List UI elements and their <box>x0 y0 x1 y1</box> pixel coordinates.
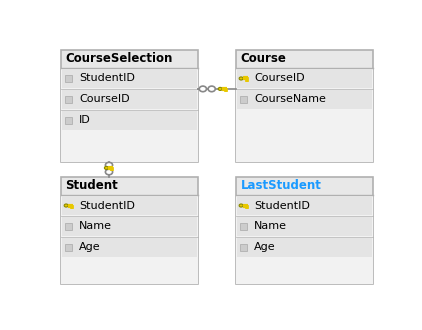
Circle shape <box>106 162 113 168</box>
Bar <box>240 96 247 103</box>
Bar <box>61 50 198 162</box>
Text: Student: Student <box>65 180 118 192</box>
Bar <box>62 69 197 88</box>
Bar <box>65 244 72 251</box>
Text: LastStudent: LastStudent <box>241 180 321 192</box>
Bar <box>65 223 72 230</box>
Bar <box>62 196 197 215</box>
Bar <box>65 96 72 103</box>
Bar <box>240 223 247 230</box>
Bar <box>237 196 372 215</box>
Text: StudentID: StudentID <box>79 201 135 211</box>
Text: CourseSelection: CourseSelection <box>65 52 173 65</box>
Bar <box>236 50 373 162</box>
Text: Age: Age <box>254 242 276 252</box>
Bar <box>237 217 372 236</box>
Circle shape <box>199 86 206 92</box>
Bar <box>61 195 198 283</box>
Bar <box>237 69 372 88</box>
Circle shape <box>208 86 215 92</box>
Bar <box>62 111 197 130</box>
Text: Name: Name <box>254 221 287 231</box>
Bar <box>61 68 198 162</box>
Circle shape <box>218 87 222 90</box>
Text: StudentID: StudentID <box>254 201 310 211</box>
Bar <box>65 116 72 124</box>
Circle shape <box>239 204 243 207</box>
Bar <box>62 238 197 257</box>
Bar <box>237 238 372 257</box>
Text: ID: ID <box>79 115 91 125</box>
Bar <box>62 217 197 236</box>
Circle shape <box>106 169 113 175</box>
Bar <box>61 177 198 283</box>
Text: Course: Course <box>241 52 287 65</box>
Circle shape <box>64 204 68 207</box>
Bar <box>236 68 373 162</box>
Text: Name: Name <box>79 221 112 231</box>
Circle shape <box>104 166 108 170</box>
Bar <box>236 195 373 283</box>
Bar <box>236 177 373 283</box>
Text: Age: Age <box>79 242 100 252</box>
Bar <box>62 90 197 109</box>
Text: CourseName: CourseName <box>254 94 326 104</box>
Bar <box>65 75 72 82</box>
Text: CourseID: CourseID <box>79 94 130 104</box>
Circle shape <box>239 77 243 80</box>
Text: CourseID: CourseID <box>254 74 305 83</box>
Bar <box>240 244 247 251</box>
Text: StudentID: StudentID <box>79 74 135 83</box>
Bar <box>237 90 372 109</box>
